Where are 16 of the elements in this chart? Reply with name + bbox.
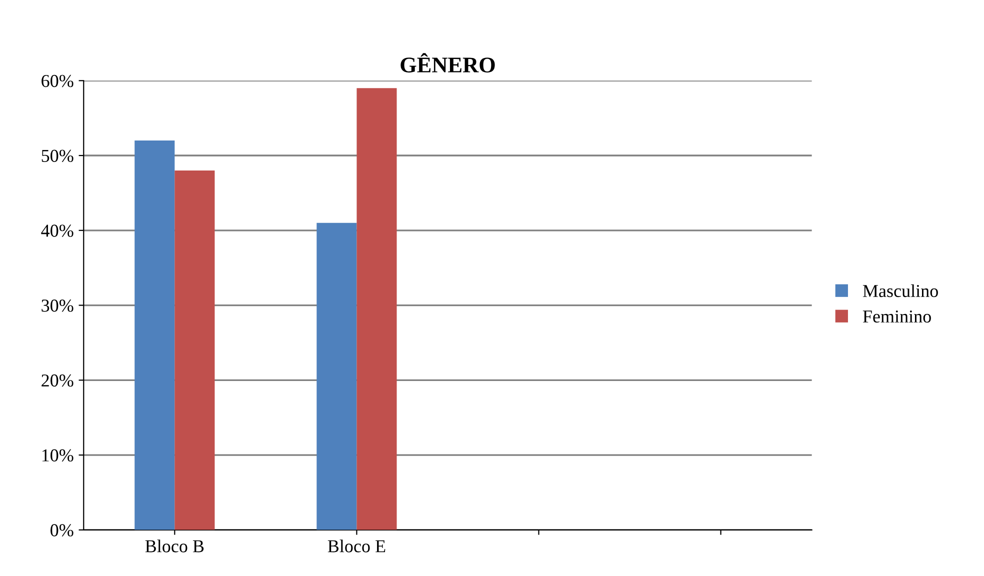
x-tick-label: Bloco B xyxy=(145,540,204,552)
x-tick-label: Bloco E xyxy=(328,540,386,552)
bar xyxy=(174,170,215,530)
y-tick-label: 0% xyxy=(50,524,74,536)
y-tick-label: 20% xyxy=(42,374,74,387)
bar xyxy=(134,140,175,530)
y-tick-label: 10% xyxy=(42,449,74,462)
bar xyxy=(316,222,357,530)
legend-label: Feminino xyxy=(862,310,931,323)
legend-label: Masculino xyxy=(862,284,938,298)
chart-title: GÊNERO xyxy=(400,53,495,73)
y-tick-label: 60% xyxy=(42,74,74,88)
y-tick-label: 50% xyxy=(42,150,74,162)
y-tick-label: 30% xyxy=(42,300,74,312)
bar xyxy=(356,88,397,530)
y-tick-label: 40% xyxy=(41,224,74,237)
